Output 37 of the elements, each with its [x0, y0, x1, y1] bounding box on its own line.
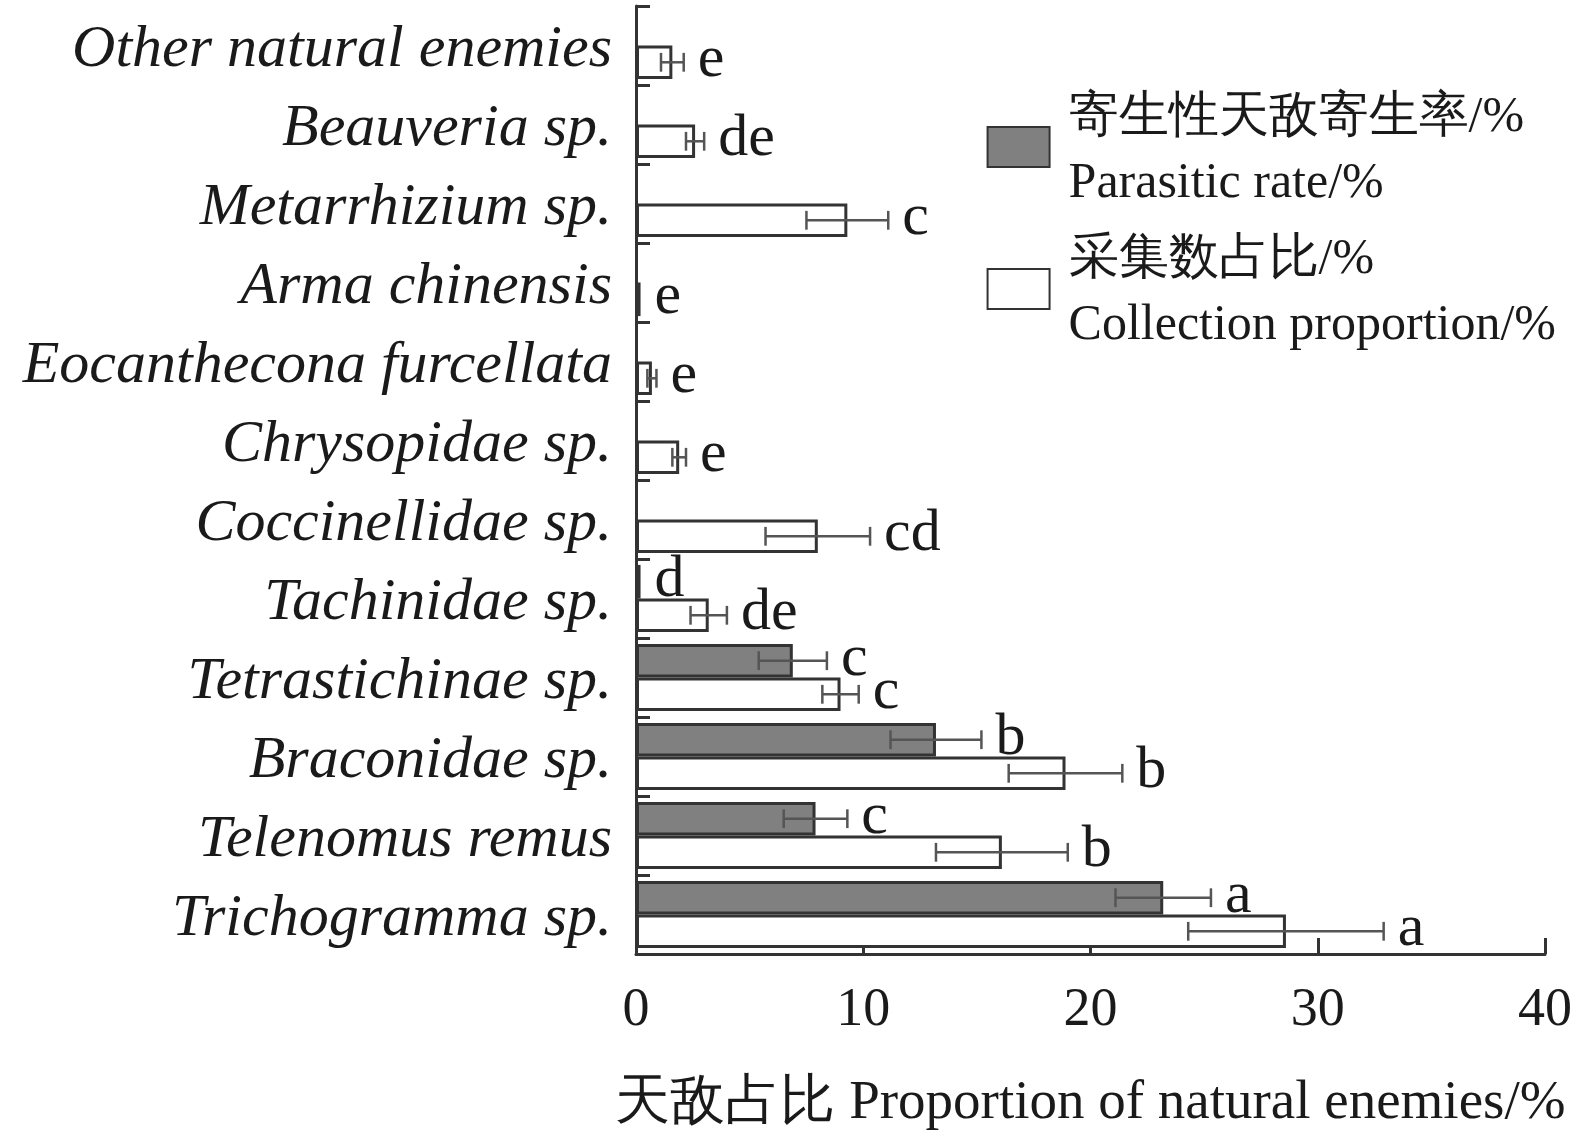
- data-label: cd: [884, 497, 941, 564]
- data-label: e: [654, 260, 682, 327]
- data-label: a: [1397, 892, 1425, 959]
- y-tick-label: Trichogramma sp.: [171, 881, 612, 948]
- data-label: b: [995, 700, 1026, 767]
- x-tick-label: 30: [1290, 977, 1345, 1037]
- data-label: c: [861, 779, 888, 846]
- y-tick-label: Other natural enemies: [72, 12, 612, 79]
- data-label: c: [840, 621, 868, 688]
- y-tick-label: Metarrhizium sp.: [198, 170, 612, 237]
- x-tick-label: 20: [1063, 977, 1118, 1037]
- data-label: de: [718, 102, 775, 169]
- y-tick-label: Coccinellidae sp.: [195, 486, 612, 553]
- data-label: e: [697, 23, 725, 90]
- y-tick-label: Telenomus remus: [198, 802, 612, 869]
- data-label: b: [1136, 734, 1167, 801]
- y-tick-label: Tetrastichinae sp.: [187, 644, 612, 711]
- x-axis-title: 天敌占比 Proportion of natural enemies/%: [615, 1069, 1566, 1130]
- y-tick-label: Tachinidae sp.: [264, 565, 612, 632]
- y-tick-label: Chrysopidae sp.: [222, 407, 612, 474]
- data-label: e: [670, 339, 698, 406]
- data-label: a: [1224, 858, 1252, 925]
- x-tick-label: 10: [836, 977, 891, 1037]
- y-tick-label: Braconidae sp.: [248, 723, 612, 790]
- legend-label: 采集数占比/% Collection proportion/%: [1068, 228, 1557, 350]
- legend-label: 寄生性天敌寄生率/% Parasitic rate/%: [1068, 86, 1525, 208]
- x-tick-label: 0: [622, 977, 650, 1037]
- y-tick-label: Beauveria sp.: [282, 91, 612, 158]
- data-label: b: [1081, 813, 1112, 880]
- data-label: c: [872, 655, 900, 722]
- y-tick-label: Arma chinensis: [236, 249, 612, 316]
- y-tick-label: Eocanthecona furcellata: [21, 328, 612, 395]
- data-label: c: [902, 181, 929, 248]
- data-label: de: [740, 576, 798, 643]
- x-tick-label: 40: [1518, 977, 1572, 1037]
- data-label: e: [699, 418, 727, 485]
- data-label: d: [654, 542, 685, 609]
